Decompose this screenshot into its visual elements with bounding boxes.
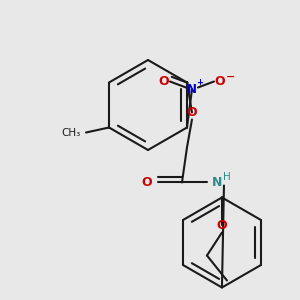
Text: +: + bbox=[196, 78, 203, 87]
Text: O: O bbox=[141, 176, 152, 189]
Text: N: N bbox=[212, 176, 222, 189]
Text: −: − bbox=[226, 71, 236, 82]
Text: H: H bbox=[223, 172, 231, 182]
Text: N: N bbox=[187, 83, 197, 96]
Text: CH₃: CH₃ bbox=[62, 128, 81, 137]
Text: O: O bbox=[217, 219, 227, 232]
Text: O: O bbox=[159, 75, 169, 88]
Text: O: O bbox=[215, 75, 225, 88]
Text: O: O bbox=[187, 106, 197, 119]
